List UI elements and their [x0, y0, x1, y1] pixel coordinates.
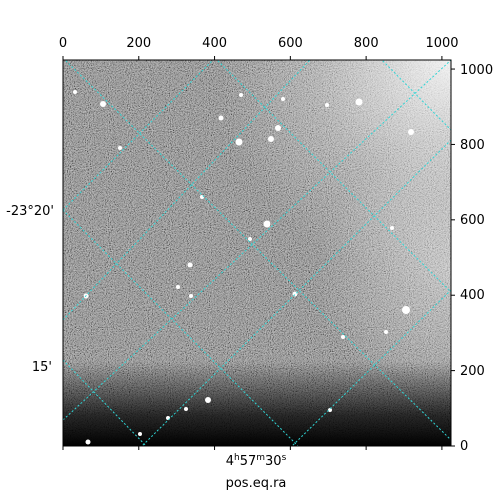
star-24	[390, 226, 394, 230]
star-5	[408, 129, 414, 135]
star-23	[325, 103, 329, 107]
star-21	[239, 93, 243, 97]
star-15	[341, 335, 345, 339]
star-7	[263, 220, 271, 228]
dec-tick-label-2: 15'	[32, 360, 52, 375]
y-tick-label-400: 400	[460, 288, 485, 303]
y-tick-label-200: 200	[460, 364, 485, 379]
star-20	[73, 90, 77, 94]
x-tick-label-1000: 1000	[425, 36, 458, 51]
coordinate-grid	[63, 60, 451, 446]
sky-image	[63, 60, 451, 446]
star-8	[248, 237, 252, 241]
star-22	[281, 97, 285, 101]
star-11	[189, 294, 193, 298]
dec-tick-label-1: -23°20'	[6, 204, 54, 219]
star-25	[328, 408, 332, 412]
grid-line-3	[216, 60, 451, 293]
x-tick-label-800: 800	[354, 36, 379, 51]
grid-line-0	[64, 60, 451, 441]
star-18	[184, 407, 188, 411]
star-6	[218, 115, 224, 121]
x-tick-label-0: 0	[59, 36, 67, 51]
grid-line-7	[141, 139, 451, 446]
plot-frame	[62, 59, 452, 447]
star-13	[402, 306, 410, 314]
star-4	[355, 98, 363, 106]
star-1	[235, 138, 243, 146]
star-0	[100, 101, 106, 107]
x-tick-label-600: 600	[278, 36, 303, 51]
star-14	[384, 330, 388, 334]
star-16	[205, 397, 211, 403]
x-tick-label-400: 400	[202, 36, 227, 51]
grid-line-4	[381, 60, 451, 131]
star-3	[275, 125, 281, 131]
star-26	[85, 439, 91, 445]
x-axis-label: pos.eq.ra	[226, 476, 287, 491]
x-tick-label-200: 200	[126, 36, 151, 51]
ra-tick-label: 4h57m30s	[226, 453, 287, 469]
y-tick-label-800: 800	[460, 138, 485, 153]
star-29	[118, 146, 122, 150]
star-field	[73, 90, 414, 445]
star-10	[176, 285, 180, 289]
grid-line-8	[291, 289, 451, 446]
y-tick-label-1000: 1000	[460, 63, 493, 78]
y-tick-label-0: 0	[460, 439, 468, 454]
pixel-ticks	[62, 56, 455, 450]
y-tick-label-600: 600	[460, 213, 485, 228]
grid-line-5	[63, 60, 451, 421]
star-2	[268, 136, 274, 142]
star-9	[187, 262, 193, 268]
star-27	[138, 432, 142, 436]
grid-line-2	[63, 359, 147, 446]
